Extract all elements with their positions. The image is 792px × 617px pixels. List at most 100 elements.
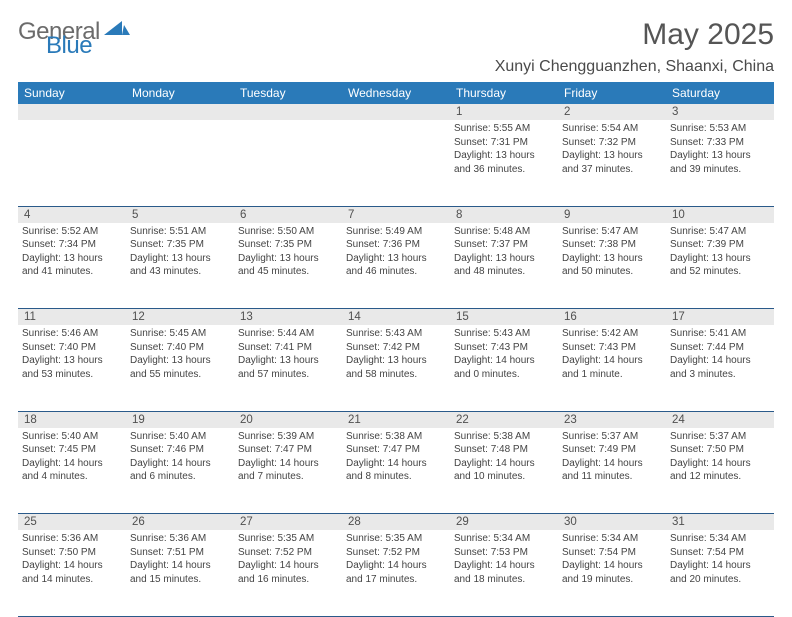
day-number: 4 bbox=[18, 206, 126, 223]
daylight-text: Daylight: 13 hours and 36 minutes. bbox=[454, 149, 554, 176]
day-number: 27 bbox=[234, 514, 342, 531]
day-cell: Sunrise: 5:38 AMSunset: 7:48 PMDaylight:… bbox=[450, 428, 558, 514]
daylight-text: Daylight: 13 hours and 50 minutes. bbox=[562, 252, 662, 279]
daylight-text: Daylight: 13 hours and 45 minutes. bbox=[238, 252, 338, 279]
sunset-text: Sunset: 7:53 PM bbox=[454, 546, 554, 560]
sunset-text: Sunset: 7:52 PM bbox=[238, 546, 338, 560]
sunrise-text: Sunrise: 5:36 AM bbox=[130, 532, 230, 546]
sunset-text: Sunset: 7:47 PM bbox=[238, 443, 338, 457]
month-title: May 2025 bbox=[642, 18, 774, 52]
sunset-text: Sunset: 7:50 PM bbox=[670, 443, 770, 457]
day-number: 20 bbox=[234, 411, 342, 428]
day-cell: Sunrise: 5:44 AMSunset: 7:41 PMDaylight:… bbox=[234, 325, 342, 411]
daylight-text: Daylight: 14 hours and 6 minutes. bbox=[130, 457, 230, 484]
day-number bbox=[342, 104, 450, 120]
sunrise-text: Sunrise: 5:44 AM bbox=[238, 327, 338, 341]
day-number: 21 bbox=[342, 411, 450, 428]
sunrise-text: Sunrise: 5:47 AM bbox=[562, 225, 662, 239]
day-cell: Sunrise: 5:46 AMSunset: 7:40 PMDaylight:… bbox=[18, 325, 126, 411]
sunrise-text: Sunrise: 5:35 AM bbox=[346, 532, 446, 546]
sunset-text: Sunset: 7:34 PM bbox=[22, 238, 122, 252]
day-cell bbox=[126, 120, 234, 206]
sunset-text: Sunset: 7:47 PM bbox=[346, 443, 446, 457]
day-number: 24 bbox=[666, 411, 774, 428]
day-cell: Sunrise: 5:35 AMSunset: 7:52 PMDaylight:… bbox=[234, 530, 342, 616]
sunrise-text: Sunrise: 5:51 AM bbox=[130, 225, 230, 239]
day-number: 8 bbox=[450, 206, 558, 223]
calendar-table: Sunday Monday Tuesday Wednesday Thursday… bbox=[18, 82, 774, 617]
day-cell: Sunrise: 5:37 AMSunset: 7:50 PMDaylight:… bbox=[666, 428, 774, 514]
daylight-text: Daylight: 14 hours and 8 minutes. bbox=[346, 457, 446, 484]
sunrise-text: Sunrise: 5:49 AM bbox=[346, 225, 446, 239]
daylight-text: Daylight: 13 hours and 48 minutes. bbox=[454, 252, 554, 279]
sunset-text: Sunset: 7:48 PM bbox=[454, 443, 554, 457]
daynum-row: 11121314151617 bbox=[18, 309, 774, 326]
day-cell: Sunrise: 5:45 AMSunset: 7:40 PMDaylight:… bbox=[126, 325, 234, 411]
sunrise-text: Sunrise: 5:45 AM bbox=[130, 327, 230, 341]
day-cell: Sunrise: 5:42 AMSunset: 7:43 PMDaylight:… bbox=[558, 325, 666, 411]
day-number: 12 bbox=[126, 309, 234, 326]
day-number: 3 bbox=[666, 104, 774, 120]
day-number: 17 bbox=[666, 309, 774, 326]
sunset-text: Sunset: 7:52 PM bbox=[346, 546, 446, 560]
daylight-text: Daylight: 14 hours and 17 minutes. bbox=[346, 559, 446, 586]
day-header: Friday bbox=[558, 82, 666, 104]
sunset-text: Sunset: 7:32 PM bbox=[562, 136, 662, 150]
day-number: 11 bbox=[18, 309, 126, 326]
daylight-text: Daylight: 13 hours and 57 minutes. bbox=[238, 354, 338, 381]
day-number: 25 bbox=[18, 514, 126, 531]
daylight-text: Daylight: 14 hours and 20 minutes. bbox=[670, 559, 770, 586]
day-cell: Sunrise: 5:34 AMSunset: 7:53 PMDaylight:… bbox=[450, 530, 558, 616]
daylight-text: Daylight: 14 hours and 7 minutes. bbox=[238, 457, 338, 484]
daylight-text: Daylight: 14 hours and 3 minutes. bbox=[670, 354, 770, 381]
daylight-text: Daylight: 14 hours and 0 minutes. bbox=[454, 354, 554, 381]
daynum-row: 45678910 bbox=[18, 206, 774, 223]
day-number: 14 bbox=[342, 309, 450, 326]
sunset-text: Sunset: 7:40 PM bbox=[130, 341, 230, 355]
day-cell: Sunrise: 5:43 AMSunset: 7:42 PMDaylight:… bbox=[342, 325, 450, 411]
day-cell: Sunrise: 5:50 AMSunset: 7:35 PMDaylight:… bbox=[234, 223, 342, 309]
day-header: Thursday bbox=[450, 82, 558, 104]
day-number: 16 bbox=[558, 309, 666, 326]
sunset-text: Sunset: 7:33 PM bbox=[670, 136, 770, 150]
day-number: 5 bbox=[126, 206, 234, 223]
day-number: 2 bbox=[558, 104, 666, 120]
day-cell: Sunrise: 5:43 AMSunset: 7:43 PMDaylight:… bbox=[450, 325, 558, 411]
sunrise-text: Sunrise: 5:43 AM bbox=[454, 327, 554, 341]
sunset-text: Sunset: 7:46 PM bbox=[130, 443, 230, 457]
sunrise-text: Sunrise: 5:53 AM bbox=[670, 122, 770, 136]
sunset-text: Sunset: 7:51 PM bbox=[130, 546, 230, 560]
day-cell: Sunrise: 5:34 AMSunset: 7:54 PMDaylight:… bbox=[558, 530, 666, 616]
daylight-text: Daylight: 14 hours and 18 minutes. bbox=[454, 559, 554, 586]
week-row: Sunrise: 5:36 AM Sunset: 7:50 PM Daylight:… bbox=[18, 530, 774, 616]
day-header-row: Sunday Monday Tuesday Wednesday Thursday… bbox=[18, 82, 774, 104]
sunrise-text: Sunrise: 5:40 AM bbox=[130, 430, 230, 444]
day-cell: Sunrise: 5:55 AMSunset: 7:31 PMDaylight:… bbox=[450, 120, 558, 206]
daylight-text: Daylight: 14 hours and 16 minutes. bbox=[238, 559, 338, 586]
day-cell: Sunrise: 5:40 AMSunset: 7:45 PMDaylight:… bbox=[18, 428, 126, 514]
sunset-text: Sunset: 7:38 PM bbox=[562, 238, 662, 252]
sunset-text: Sunset: 7:35 PM bbox=[238, 238, 338, 252]
sunrise-text: Sunrise: 5:43 AM bbox=[346, 327, 446, 341]
sunset-text: Sunset: 7:50 PM bbox=[22, 546, 122, 560]
day-cell: Sunrise: 5:38 AMSunset: 7:47 PMDaylight:… bbox=[342, 428, 450, 514]
day-number: 31 bbox=[666, 514, 774, 531]
sunrise-text: Sunrise: 5:39 AM bbox=[238, 430, 338, 444]
sunset-text: Sunset: 7:41 PM bbox=[238, 341, 338, 355]
day-number: 1 bbox=[450, 104, 558, 120]
day-number: 19 bbox=[126, 411, 234, 428]
daylight-text: Daylight: 14 hours and 11 minutes. bbox=[562, 457, 662, 484]
daylight-text: Daylight: 13 hours and 41 minutes. bbox=[22, 252, 122, 279]
sunrise-text: Sunrise: 5:38 AM bbox=[346, 430, 446, 444]
brand-triangle-icon bbox=[104, 19, 130, 42]
day-cell: Sunrise: 5:39 AMSunset: 7:47 PMDaylight:… bbox=[234, 428, 342, 514]
day-header: Saturday bbox=[666, 82, 774, 104]
sunrise-text: Sunrise: 5:55 AM bbox=[454, 122, 554, 136]
sunrise-text: Sunrise: 5:37 AM bbox=[562, 430, 662, 444]
sunset-text: Sunset: 7:45 PM bbox=[22, 443, 122, 457]
sunset-text: Sunset: 7:49 PM bbox=[562, 443, 662, 457]
sunrise-text: Sunrise: 5:41 AM bbox=[670, 327, 770, 341]
day-number: 23 bbox=[558, 411, 666, 428]
day-cell: Sunrise: 5:34 AMSunset: 7:54 PMDaylight:… bbox=[666, 530, 774, 616]
day-cell: Sunrise: 5:52 AMSunset: 7:34 PMDaylight:… bbox=[18, 223, 126, 309]
